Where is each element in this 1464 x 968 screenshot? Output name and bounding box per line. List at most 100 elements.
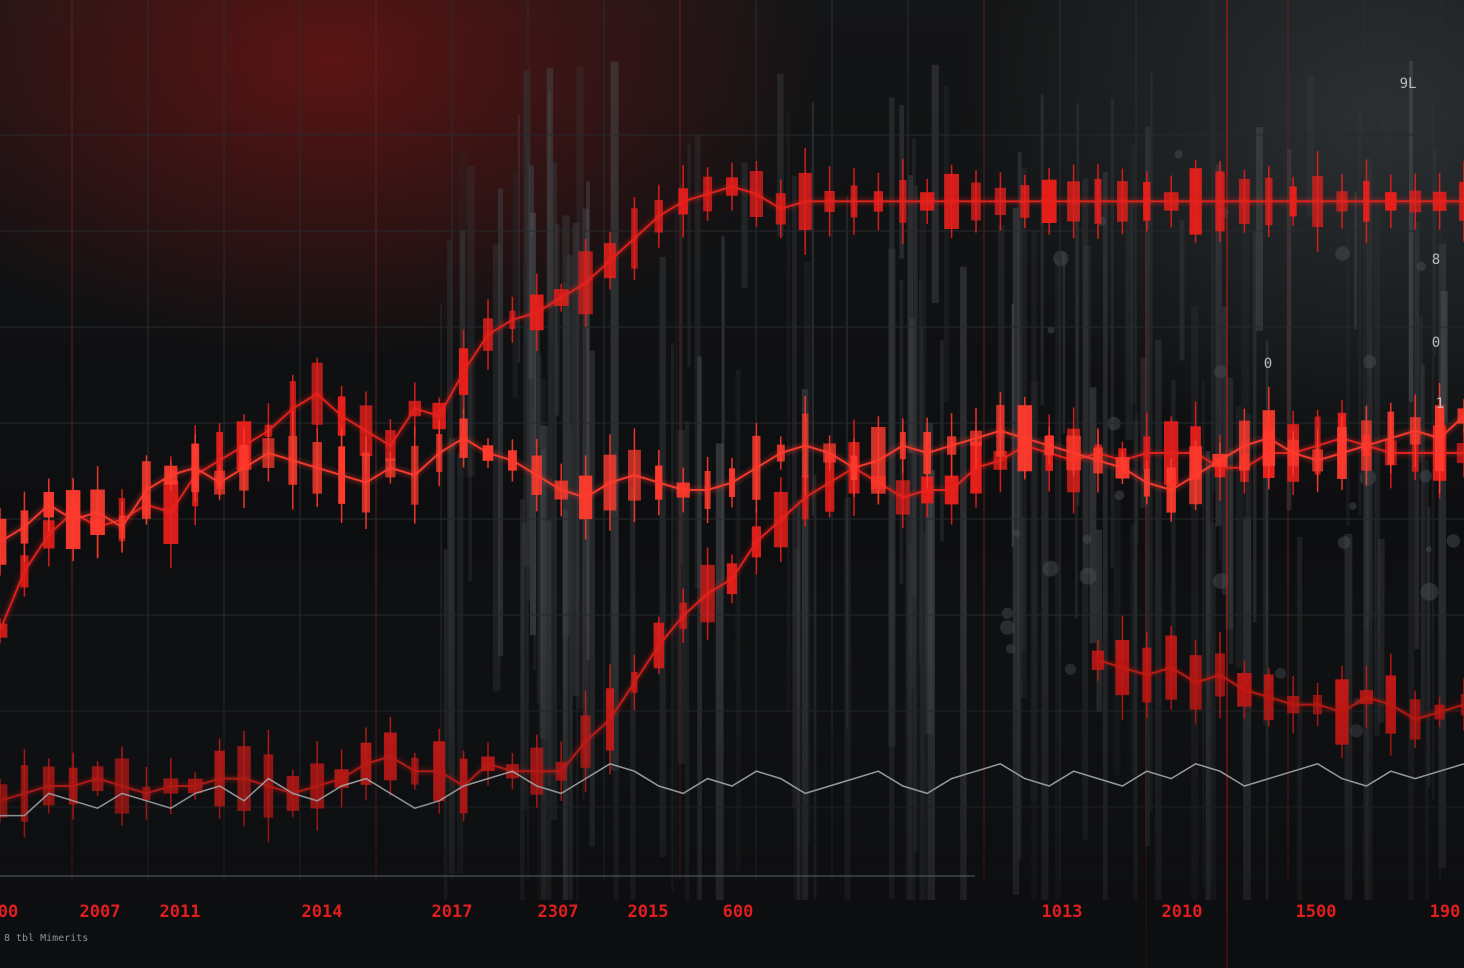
data-column <box>846 195 848 730</box>
data-column <box>546 68 554 308</box>
data-dot <box>1107 416 1121 431</box>
data-column <box>566 255 573 901</box>
candle-body <box>0 518 7 565</box>
data-column <box>679 183 683 564</box>
x-tick-label: 1500 <box>1296 902 1337 922</box>
data-column <box>943 86 949 402</box>
data-column <box>1235 406 1243 668</box>
data-column <box>589 350 595 847</box>
data-dot <box>1047 326 1055 334</box>
data-column <box>1055 260 1061 900</box>
data-column <box>1125 200 1134 440</box>
data-column <box>741 162 748 288</box>
data-column <box>1171 379 1176 688</box>
data-column <box>908 175 913 454</box>
data-dot <box>1337 536 1351 549</box>
data-column <box>909 492 915 688</box>
x-tick-label: 2014 <box>302 902 343 922</box>
data-column <box>549 139 553 342</box>
data-column <box>811 102 814 516</box>
data-column <box>1364 460 1370 629</box>
data-column <box>1438 243 1446 869</box>
candle-body <box>1457 408 1464 424</box>
data-column <box>674 208 678 882</box>
data-column <box>1030 380 1039 802</box>
data-column <box>1017 151 1022 860</box>
data-dot <box>1362 354 1377 369</box>
chart-footnote: 8 tbl Mimerits <box>4 933 88 944</box>
data-column <box>534 307 540 448</box>
data-column <box>998 225 1005 453</box>
data-column <box>1286 149 1292 511</box>
data-column <box>1179 220 1185 361</box>
data-column <box>524 94 529 345</box>
data-column <box>1218 235 1222 561</box>
data-column <box>1358 112 1362 516</box>
data-column <box>576 66 584 709</box>
data-column <box>888 248 896 747</box>
data-dot <box>1114 490 1125 500</box>
data-dot <box>1214 365 1228 379</box>
data-column <box>1102 171 1108 900</box>
data-dot <box>1416 261 1427 271</box>
data-column <box>918 280 922 666</box>
data-column <box>1253 230 1257 623</box>
data-column <box>1228 448 1234 664</box>
data-column <box>1368 325 1373 620</box>
data-column <box>803 261 811 843</box>
data-column <box>1241 199 1250 785</box>
data-column <box>460 230 466 452</box>
data-dot <box>1174 150 1183 159</box>
x-tick-label: 2010 <box>1162 902 1203 922</box>
data-column <box>1135 413 1139 543</box>
x-tick-label: 1013 <box>1042 902 1083 922</box>
data-column <box>1418 317 1423 462</box>
data-column <box>694 134 701 589</box>
data-column <box>677 430 685 764</box>
data-column <box>1420 364 1425 719</box>
data-column <box>1262 443 1268 726</box>
data-column <box>458 151 467 478</box>
data-column <box>562 215 570 637</box>
data-column <box>1110 98 1114 568</box>
data-column <box>1225 377 1234 630</box>
data-column <box>1074 187 1078 619</box>
data-column <box>1346 232 1350 526</box>
data-column <box>1212 93 1216 492</box>
series-1 <box>0 148 1464 644</box>
data-column <box>1440 291 1448 425</box>
data-column <box>1365 158 1373 901</box>
data-column <box>889 97 895 899</box>
data-column <box>1434 148 1437 356</box>
x-tick-label: 2015 <box>628 902 669 922</box>
data-column <box>551 162 557 821</box>
data-column <box>610 61 619 771</box>
data-column <box>563 282 567 901</box>
data-column <box>931 64 939 303</box>
series-3 <box>0 383 1464 576</box>
data-column <box>721 236 725 581</box>
data-dot <box>1012 529 1021 538</box>
data-dot <box>1213 573 1229 589</box>
data-column <box>530 212 536 636</box>
data-column <box>586 181 590 660</box>
data-column <box>659 256 666 857</box>
data-dot <box>1359 469 1377 486</box>
data-dot <box>1349 502 1357 510</box>
data-column <box>1354 192 1358 330</box>
data-column <box>468 364 472 581</box>
data-column <box>517 114 520 363</box>
data-column <box>1374 118 1380 737</box>
data-column <box>540 425 548 739</box>
right-label: 9L <box>1400 76 1417 92</box>
data-dot <box>1425 546 1432 553</box>
x-tick-label: 600 <box>723 902 754 922</box>
data-column <box>1089 387 1097 644</box>
data-column <box>1150 70 1153 812</box>
x-tick-label: 00 <box>0 902 18 922</box>
data-column <box>492 244 501 692</box>
right-label: 0 <box>1432 335 1440 351</box>
data-column <box>1215 164 1222 527</box>
data-column <box>687 143 691 368</box>
